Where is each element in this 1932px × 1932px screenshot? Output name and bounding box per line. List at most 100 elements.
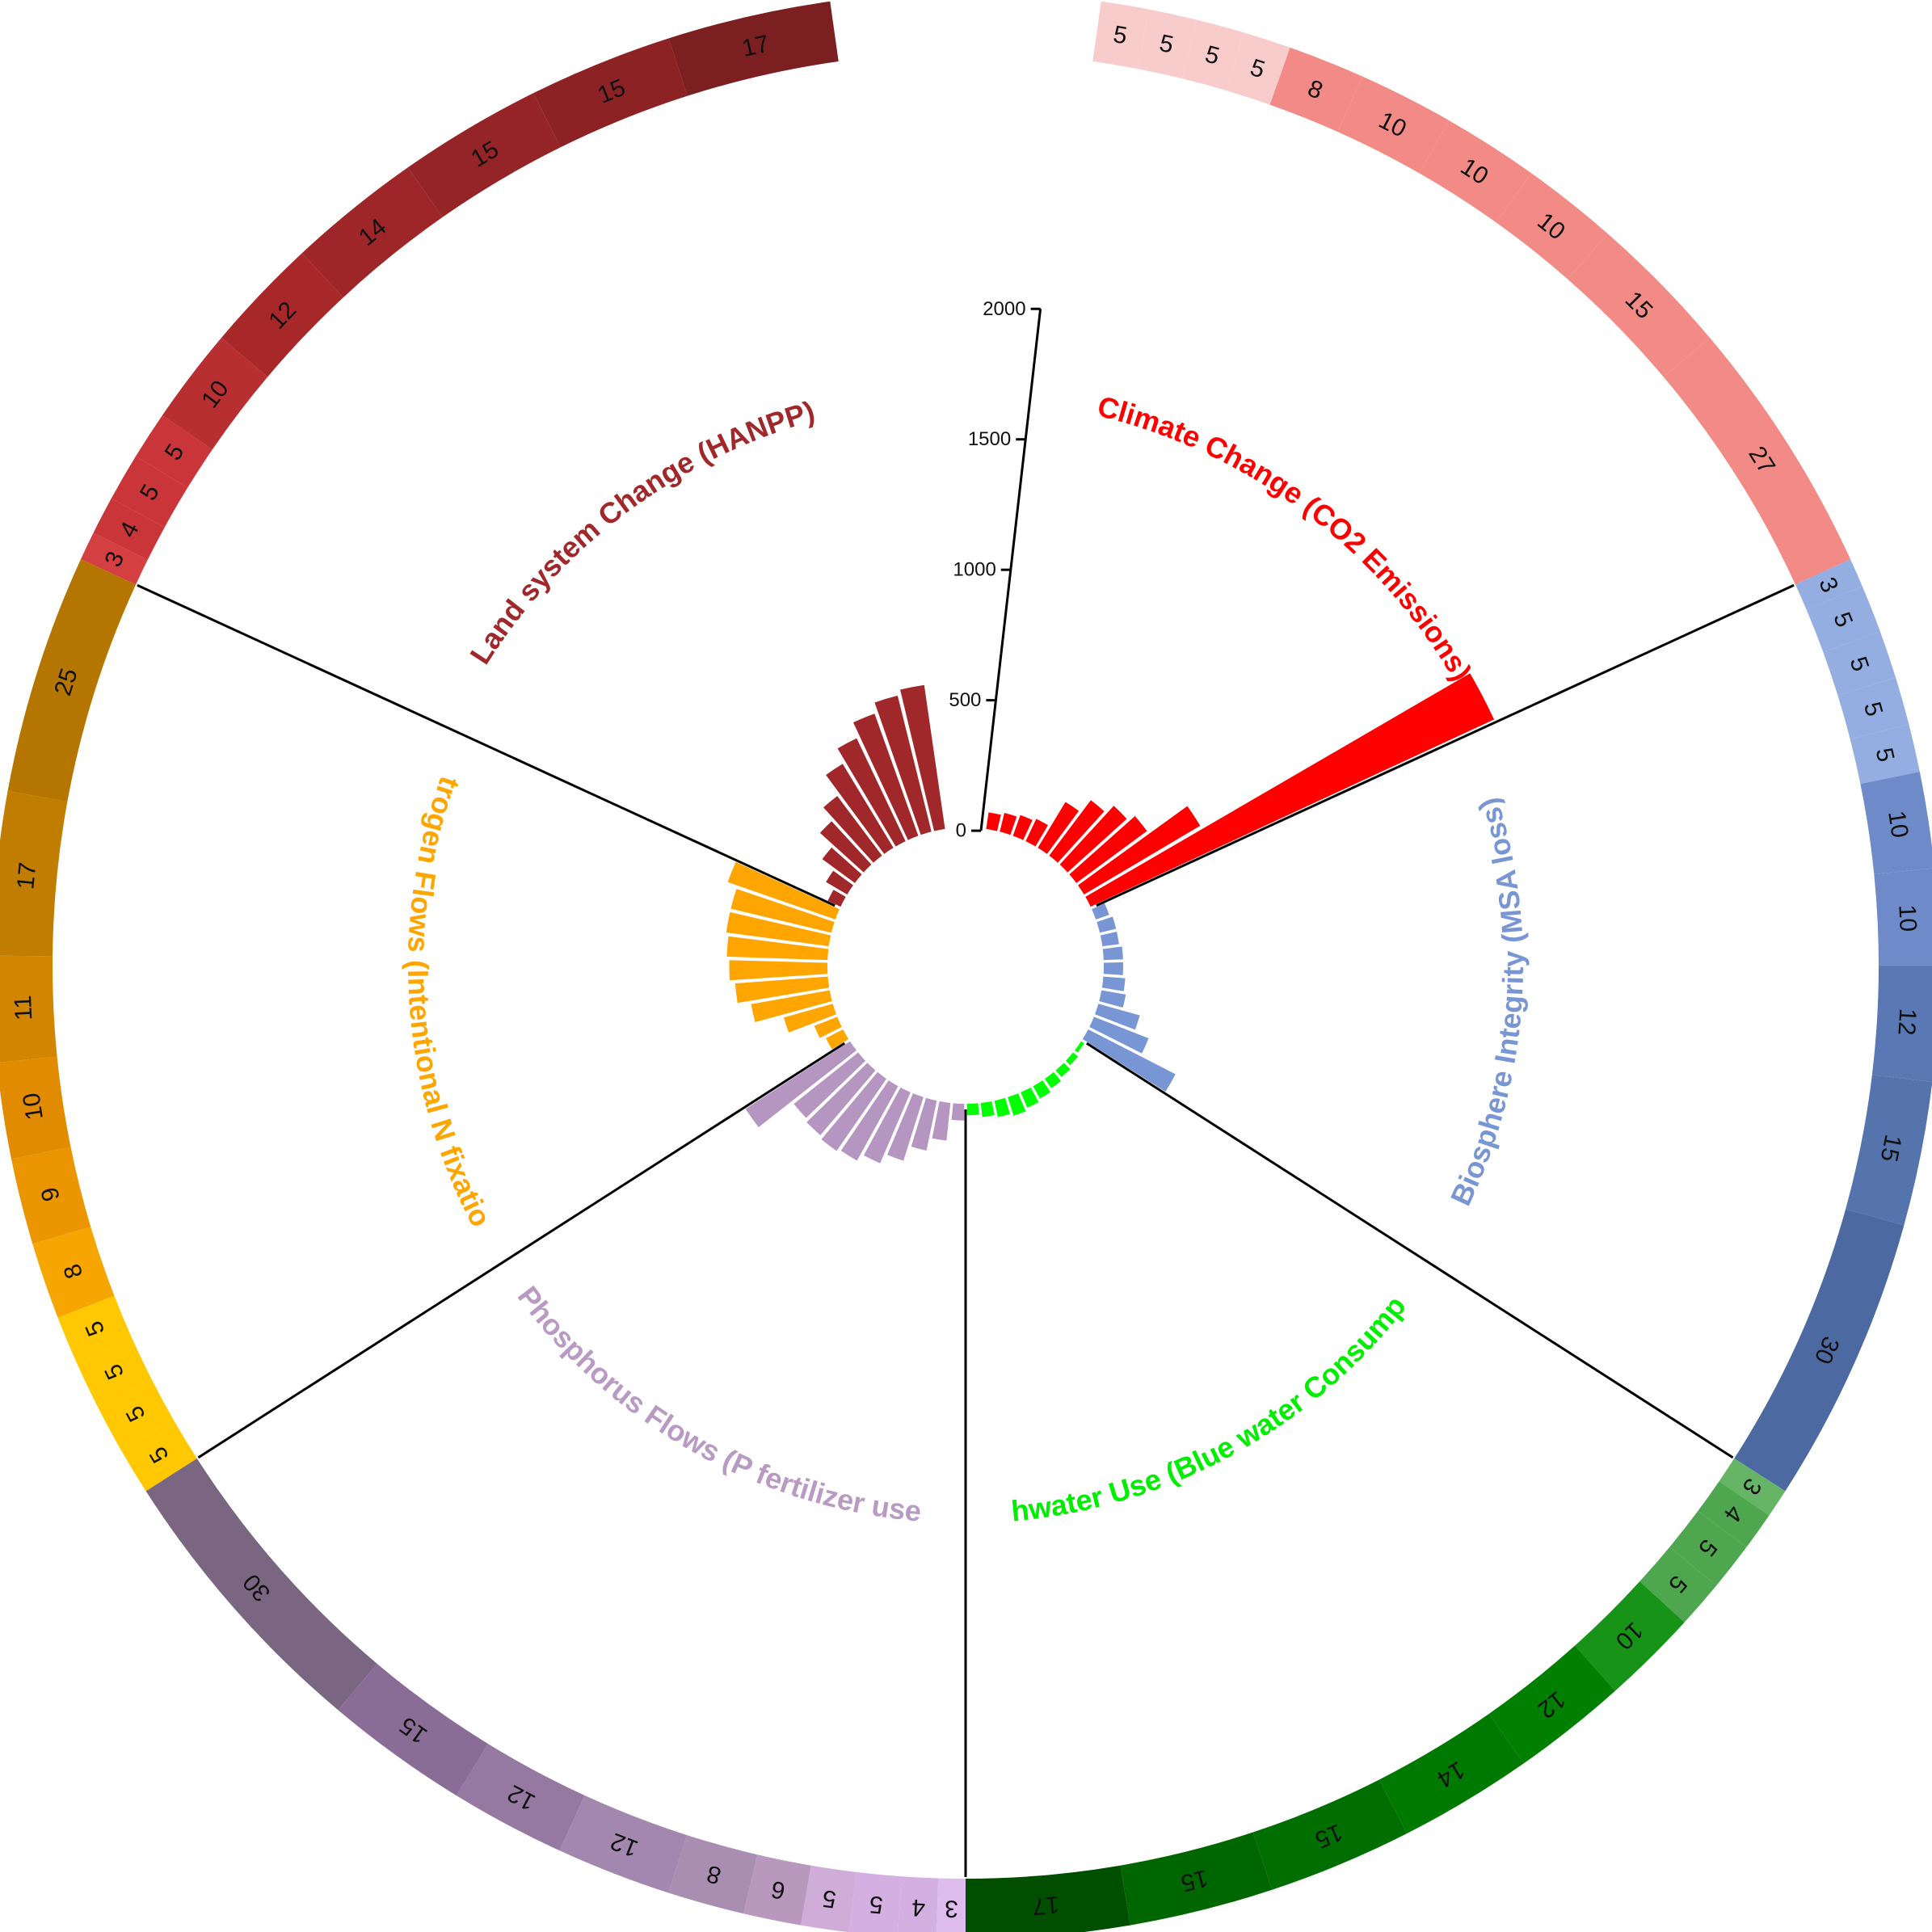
- ring-segment-freshwater-use-blue-water-consumption-10: [966, 1865, 1130, 1932]
- bar-biosphere-integrity-msa-loss-7: [1096, 988, 1128, 1010]
- ring-label-phosphorus-flows-p-fertilizer-use-5: 6: [769, 1875, 788, 1905]
- ring-segment-land-system-change-hanpp-9: [533, 38, 688, 148]
- bar-nitrogen-flows-intentional-n-fixation-1: [823, 1027, 851, 1052]
- ring-segment-climate-change-co2-emissions-6: [1337, 76, 1450, 174]
- ring-label-phosphorus-flows-p-fertilizer-use-2: 4: [911, 1894, 925, 1921]
- bar-phosphorus-flows-p-fertilizer-use-1: [949, 1101, 966, 1122]
- ring-segment-land-system-change-hanpp-7: [301, 167, 443, 298]
- sector-title-climate-change-co2-emissions: Climate Change (CO2 Emissions): [1094, 389, 1479, 686]
- ring-segment-phosphorus-flows-p-fertilizer-use-4: [801, 1865, 857, 1932]
- ring-label-biosphere-integrity-msa-loss-7: 10: [1893, 904, 1921, 932]
- ring-segment-biosphere-integrity-msa-loss-9: [1846, 1075, 1932, 1226]
- bar-phosphorus-flows-p-fertilizer-use-2: [930, 1099, 953, 1143]
- bar-land-system-change-hanpp-7: [835, 735, 908, 849]
- ring-segment-climate-change-co2-emissions-1: [1092, 1, 1150, 69]
- bar-biosphere-integrity-msa-loss-5: [1101, 960, 1125, 977]
- ring-segment-freshwater-use-blue-water-consumption-8: [1252, 1779, 1408, 1890]
- bar-phosphorus-flows-p-fertilizer-use-9: [791, 1050, 868, 1121]
- bar-land-system-change-hanpp-6: [823, 761, 896, 857]
- sector-divider-4: [197, 1042, 845, 1459]
- ring-segment-biosphere-integrity-msa-loss-10: [1734, 1209, 1905, 1492]
- bar-land-system-change-hanpp-3: [819, 845, 865, 886]
- ring-segment-nitrogen-flows-intentional-n-fixation-5: [32, 1227, 115, 1318]
- ring-segment-freshwater-use-blue-water-consumption-3: [1669, 1511, 1747, 1586]
- bar-climate-change-co2-emissions-3: [1011, 813, 1035, 843]
- ring-segment-land-system-change-hanpp-3: [111, 456, 187, 528]
- ring-label-phosphorus-flows-p-fertilizer-use-3: 5: [868, 1891, 884, 1918]
- ring-segment-biosphere-integrity-msa-loss-1: [1795, 559, 1863, 610]
- ring-segment-phosphorus-flows-p-fertilizer-use-1: [937, 1878, 966, 1932]
- ring-segment-phosphorus-flows-p-fertilizer-use-10: [145, 1458, 377, 1711]
- bar-freshwater-use-blue-water-consumption-6: [1018, 1085, 1042, 1110]
- ring-segment-nitrogen-flows-intentional-n-fixation-10: [7, 559, 137, 802]
- bar-phosphorus-flows-p-fertilizer-use-4: [885, 1091, 926, 1164]
- bar-phosphorus-flows-p-fertilizer-use-7: [819, 1070, 889, 1154]
- bar-freshwater-use-blue-water-consumption-7: [1005, 1091, 1028, 1118]
- bar-layer: [724, 671, 1496, 1166]
- sector-title-phosphorus-flows-p-fertilizer-use: Phosphorus Flows (P fertilizer use): [0, 0, 923, 1528]
- bar-climate-change-co2-emissions-10: [1083, 671, 1496, 909]
- ring-segment-land-system-change-hanpp-6: [221, 253, 343, 377]
- ring-segment-climate-change-co2-emissions-5: [1269, 47, 1363, 133]
- ring-segment-phosphorus-flows-p-fertilizer-use-2: [898, 1876, 939, 1932]
- bar-freshwater-use-blue-water-consumption-1: [1072, 1038, 1087, 1055]
- sector-divider-5: [137, 583, 836, 907]
- ring-segment-climate-change-co2-emissions-9: [1568, 234, 1711, 377]
- ring-label-biosphere-integrity-msa-loss-8: 12: [1892, 1008, 1921, 1036]
- ring-segment-land-system-change-hanpp-10: [668, 1, 839, 96]
- ring-segment-phosphorus-flows-p-fertilizer-use-6: [668, 1835, 758, 1914]
- ring-segment-climate-change-co2-emissions-3: [1182, 19, 1244, 91]
- ring-segment-nitrogen-flows-intentional-n-fixation-9: [0, 790, 68, 957]
- bar-phosphorus-flows-p-fertilizer-use-8: [804, 1060, 878, 1138]
- bar-climate-change-co2-emissions-7: [1057, 803, 1130, 875]
- radial-tick-label-0: 0: [956, 820, 966, 842]
- bar-nitrogen-flows-intentional-n-fixation-7: [725, 934, 831, 962]
- ring-label-nitrogen-flows-intentional-n-fixation-9: 17: [12, 861, 41, 890]
- bar-freshwater-use-blue-water-consumption-9: [979, 1099, 997, 1119]
- bar-biosphere-integrity-msa-loss-1: [1089, 901, 1112, 922]
- ring-segment-climate-change-co2-emissions-4: [1226, 32, 1290, 105]
- ring-segment-land-system-change-hanpp-5: [162, 338, 268, 450]
- bar-freshwater-use-blue-water-consumption-4: [1042, 1070, 1063, 1091]
- ring-segment-phosphorus-flows-p-fertilizer-use-3: [848, 1871, 902, 1932]
- ring-label-freshwater-use-blue-water-consumption-9: 15: [1178, 1864, 1210, 1896]
- ring-segment-freshwater-use-blue-water-consumption-6: [1488, 1645, 1616, 1764]
- radial-tick-label-1: 500: [949, 689, 981, 711]
- bar-phosphorus-flows-p-fertilizer-use-6: [838, 1078, 901, 1164]
- ring-label-climate-change-co2-emissions-2: 5: [1157, 30, 1176, 59]
- bar-land-system-change-hanpp-8: [851, 711, 920, 843]
- bar-phosphorus-flows-p-fertilizer-use-3: [909, 1096, 939, 1153]
- ring-label-phosphorus-flows-p-fertilizer-use-1: 3: [945, 1895, 958, 1921]
- ring-segment-freshwater-use-blue-water-consumption-7: [1379, 1713, 1524, 1834]
- radial-tick-label-4: 2000: [983, 298, 1025, 320]
- bar-biosphere-integrity-msa-loss-6: [1100, 974, 1127, 994]
- ring-label-biosphere-integrity-msa-loss-6: 10: [1883, 809, 1913, 840]
- bar-climate-change-co2-emissions-1: [984, 810, 1004, 833]
- ring-segment-nitrogen-flows-intentional-n-fixation-4: [57, 1295, 133, 1363]
- radial-tick-label-2: 1000: [953, 559, 995, 581]
- bar-nitrogen-flows-intentional-n-fixation-2: [812, 1014, 844, 1041]
- ring-segment-freshwater-use-blue-water-consumption-5: [1574, 1581, 1685, 1691]
- ring-segment-land-system-change-hanpp-8: [407, 93, 561, 217]
- sector-dividers: [137, 583, 1795, 1877]
- bar-land-system-change-hanpp-4: [817, 819, 874, 875]
- bar-climate-change-co2-emissions-2: [997, 810, 1019, 837]
- ring-segment-biosphere-integrity-msa-loss-3: [1823, 631, 1896, 696]
- bar-nitrogen-flows-intentional-n-fixation-8: [724, 910, 833, 949]
- bar-phosphorus-flows-p-fertilizer-use-10: [743, 1038, 859, 1130]
- bar-biosphere-integrity-msa-loss-2: [1094, 914, 1118, 935]
- bar-nitrogen-flows-intentional-n-fixation-10: [726, 860, 842, 922]
- bar-climate-change-co2-emissions-6: [1046, 798, 1107, 865]
- bar-nitrogen-flows-intentional-n-fixation-4: [749, 988, 835, 1025]
- bar-freshwater-use-blue-water-consumption-3: [1053, 1060, 1073, 1080]
- bar-freshwater-use-blue-water-consumption-10: [965, 1101, 981, 1118]
- ring-label-nitrogen-flows-intentional-n-fixation-7: 10: [18, 1091, 48, 1122]
- bar-biosphere-integrity-msa-loss-3: [1098, 929, 1122, 949]
- sector-titles: Climate Change (CO2 Emissions) Biosphere …: [0, 0, 1530, 1528]
- bar-biosphere-integrity-msa-loss-4: [1101, 945, 1125, 962]
- ring-segment-biosphere-integrity-msa-loss-4: [1837, 677, 1909, 739]
- bar-land-system-change-hanpp-9: [872, 693, 934, 837]
- ring-segment-phosphorus-flows-p-fertilizer-use-7: [559, 1795, 688, 1893]
- ring-segment-freshwater-use-blue-water-consumption-9: [1120, 1832, 1273, 1926]
- bar-land-system-change-hanpp-2: [823, 868, 856, 897]
